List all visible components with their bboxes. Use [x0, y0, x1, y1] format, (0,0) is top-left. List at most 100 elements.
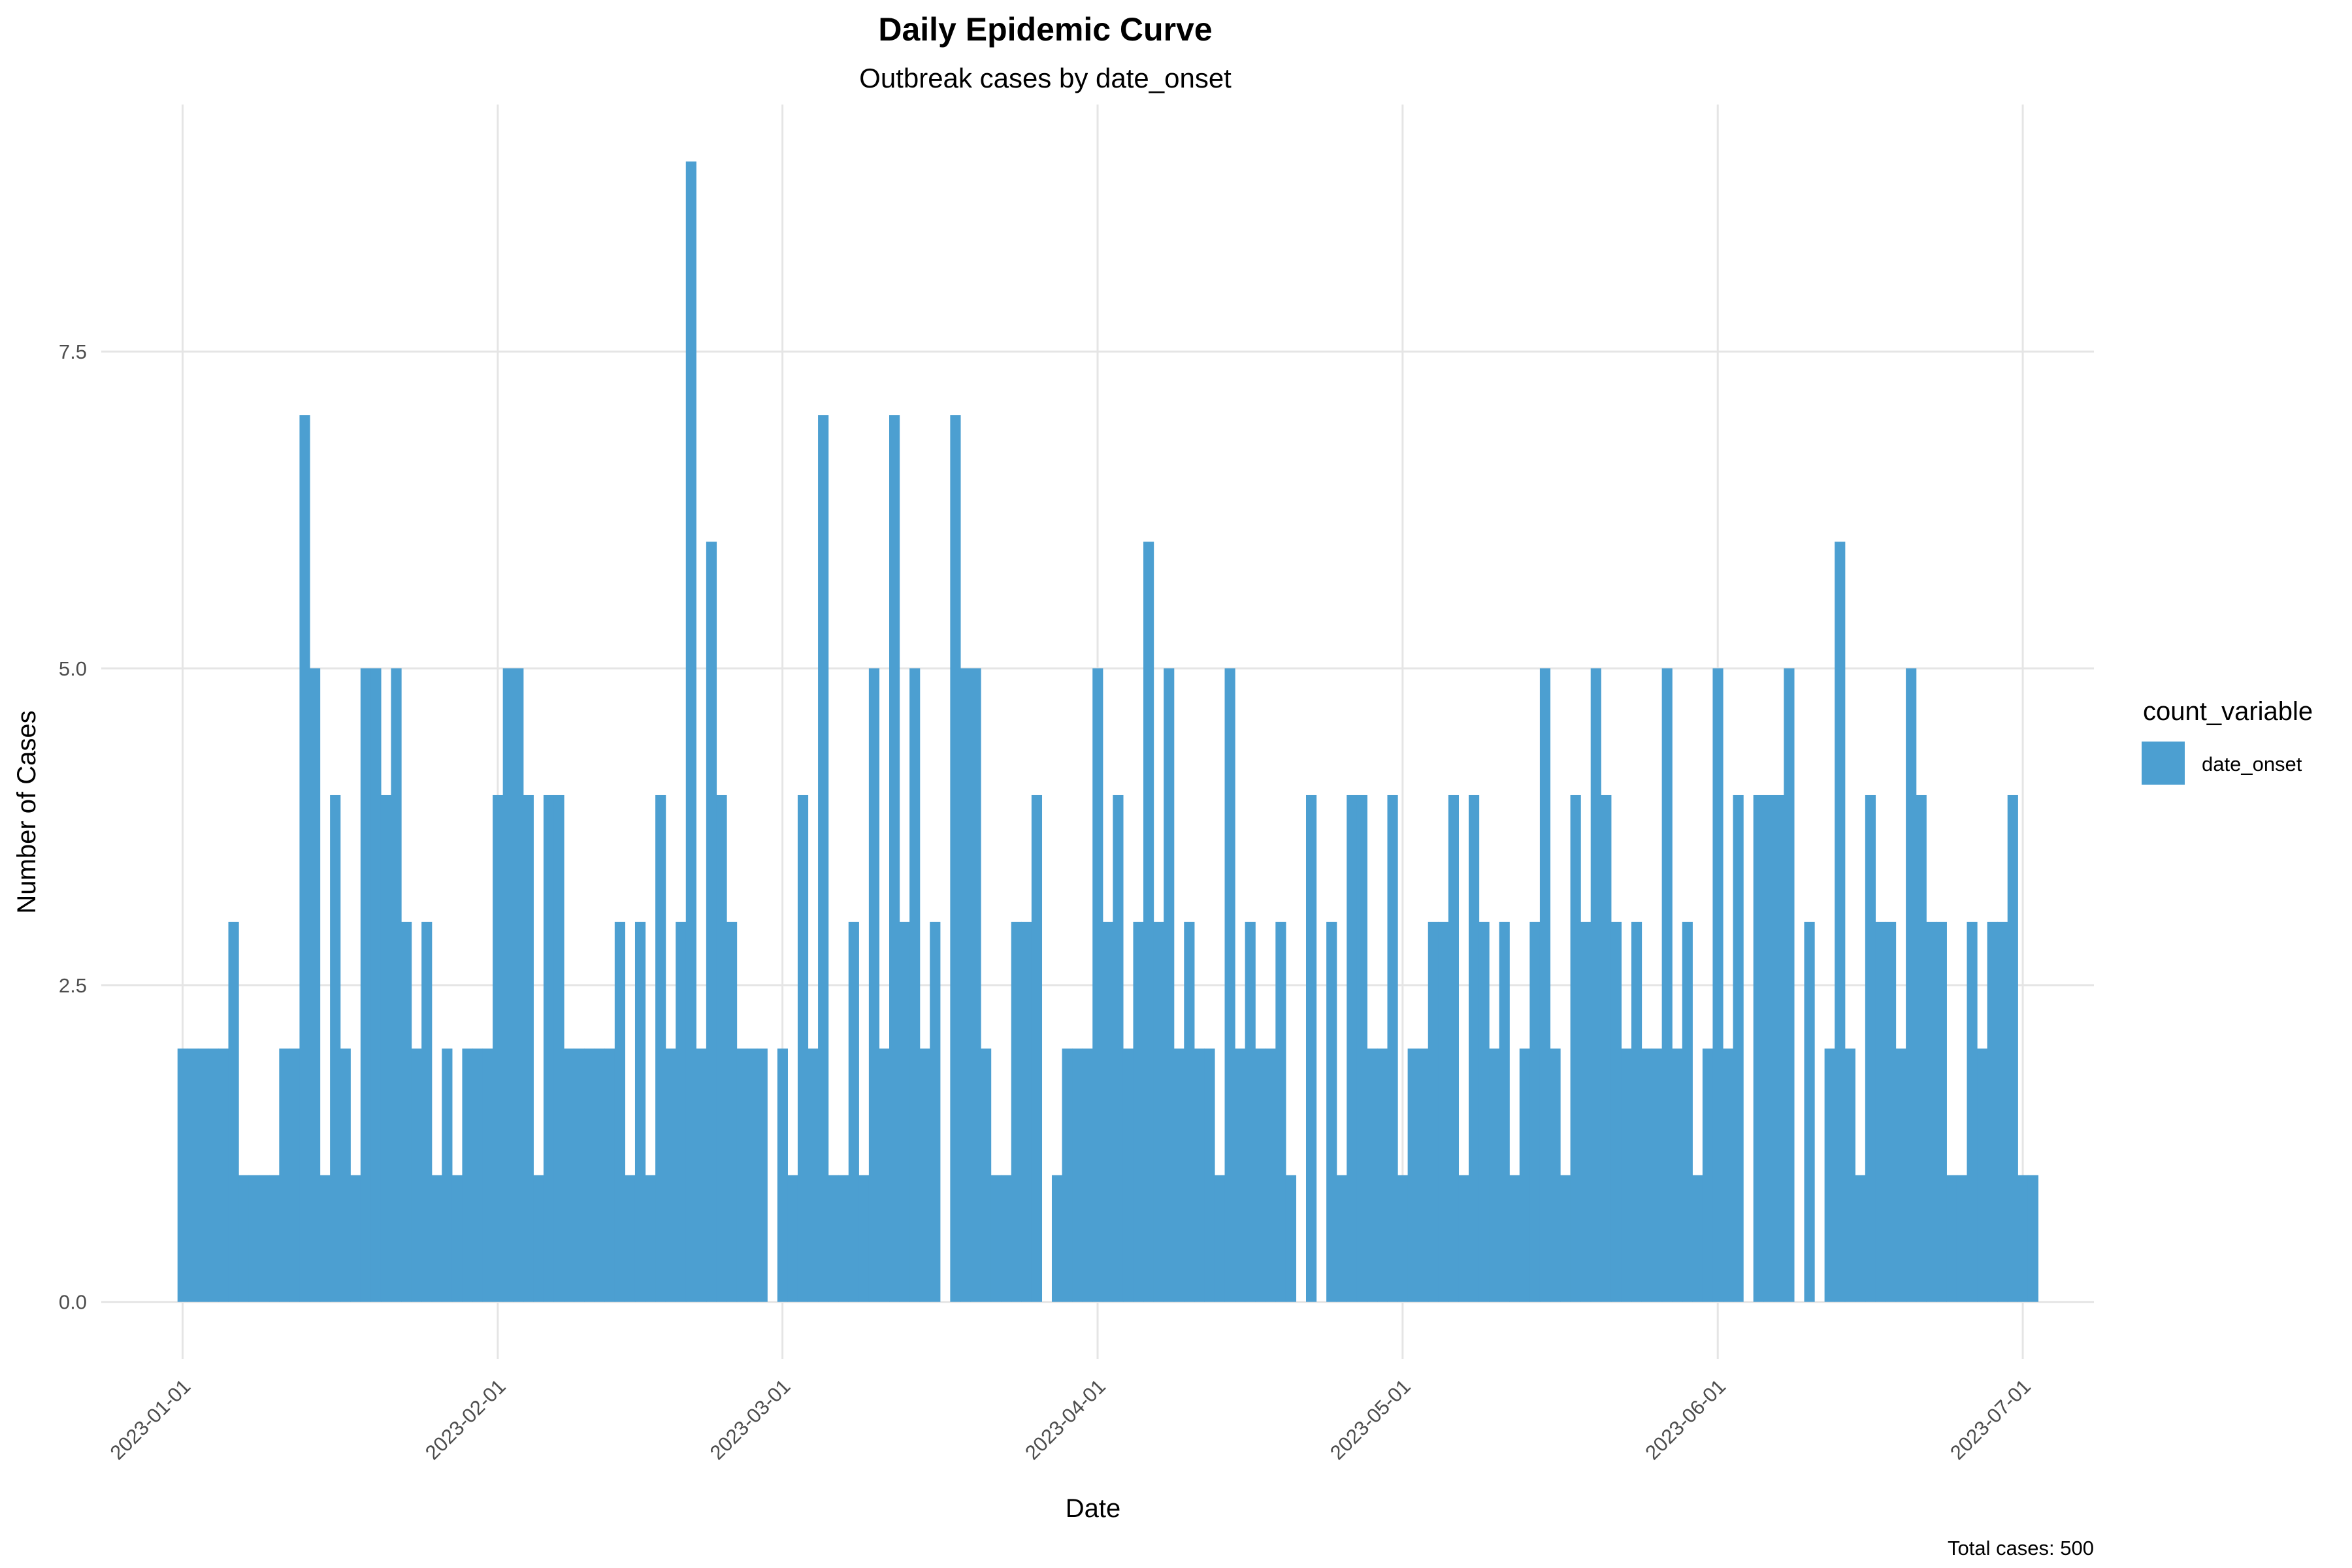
bar [1550, 1048, 1561, 1302]
bar [1418, 1048, 1429, 1302]
bar [1062, 1048, 1073, 1302]
bar [1682, 921, 1693, 1302]
bar [1326, 921, 1337, 1302]
bar [1610, 921, 1622, 1302]
legend-title: count_variable [2143, 697, 2313, 726]
bar [777, 1048, 788, 1302]
bar [1926, 921, 1937, 1302]
x-tick-label: 2023-04-01 [1021, 1375, 1110, 1464]
bar [1824, 1048, 1835, 1302]
x-tick-label: 2023-07-01 [1946, 1375, 2035, 1464]
bar [269, 1175, 280, 1302]
bar [1245, 921, 1256, 1302]
bar [727, 921, 738, 1302]
bar [858, 1175, 870, 1302]
bar [1265, 1048, 1276, 1302]
bar [1377, 1048, 1388, 1302]
total-cases-caption: Total cases: 500 [1948, 1537, 2094, 1560]
x-axis-title: Date [1066, 1494, 1121, 1523]
x-tick-labels: 2023-01-01 2023-02-01 2023-03-01 2023-04-01… [106, 1375, 2035, 1464]
bar [1275, 921, 1286, 1302]
bar [442, 1048, 453, 1302]
bar [1641, 1048, 1652, 1302]
bar [533, 1175, 544, 1302]
bar [1509, 1175, 1520, 1302]
bar [502, 668, 514, 1302]
bar [188, 1048, 199, 1302]
bar [574, 1048, 585, 1302]
bar [1306, 794, 1317, 1302]
y-tick-label: 7.5 [59, 340, 87, 363]
bar [614, 921, 626, 1302]
y-tick-label: 2.5 [59, 974, 87, 997]
bar [950, 415, 961, 1302]
bar [1082, 1048, 1093, 1302]
x-tick-label: 2023-03-01 [706, 1375, 795, 1464]
bar [594, 1048, 605, 1302]
bar [310, 668, 321, 1302]
bar [797, 794, 809, 1302]
x-tick-label: 2023-06-01 [1641, 1375, 1730, 1464]
bar [1784, 668, 1795, 1302]
bar [1051, 1175, 1063, 1302]
bar [218, 1048, 229, 1302]
bar [1844, 1048, 1855, 1302]
bar [1946, 1175, 1957, 1302]
bar [401, 921, 412, 1302]
bar [1347, 794, 1358, 1302]
bar [1621, 1048, 1632, 1302]
bar [1214, 1175, 1226, 1302]
x-tick-label: 2023-02-01 [421, 1375, 510, 1464]
bar [2017, 1175, 2029, 1302]
bar [289, 1048, 301, 1302]
bar [1580, 921, 1592, 1302]
bar [1539, 668, 1551, 1302]
bar [665, 1048, 676, 1302]
bar [1702, 1048, 1714, 1302]
x-tick-label: 2023-05-01 [1326, 1375, 1415, 1464]
bar [990, 1175, 1002, 1302]
bar [1031, 794, 1043, 1302]
bar [1173, 1048, 1184, 1302]
bar [960, 668, 972, 1302]
bar [634, 921, 646, 1302]
bar [1773, 794, 1784, 1302]
bar [299, 415, 310, 1302]
bar [1113, 794, 1124, 1302]
bar [696, 1048, 707, 1302]
bar [1448, 794, 1460, 1302]
bar [421, 921, 433, 1302]
bar [1164, 668, 1175, 1302]
bar [1021, 921, 1032, 1302]
bar [930, 921, 941, 1302]
bar [564, 1048, 575, 1302]
bar [1977, 1048, 1988, 1302]
bar [451, 1175, 463, 1302]
bar [2007, 794, 2018, 1302]
bar [828, 1175, 839, 1302]
bar [655, 794, 666, 1302]
bar [1204, 1048, 1215, 1302]
bar [1906, 668, 1917, 1302]
bar [879, 1048, 890, 1302]
bar [1499, 921, 1510, 1302]
bar [838, 1175, 849, 1302]
bar [1895, 1048, 1906, 1302]
y-tick-labels: 0.0 2.5 5.0 7.5 [59, 340, 87, 1314]
bar [1001, 1175, 1012, 1302]
bar [1661, 668, 1673, 1302]
bar [1468, 794, 1480, 1302]
bar [1916, 794, 1927, 1302]
bar [1763, 794, 1774, 1302]
bar [645, 1175, 656, 1302]
bar [1672, 1048, 1683, 1302]
bar [1438, 921, 1449, 1302]
bar [543, 794, 555, 1302]
bar [818, 415, 829, 1302]
legend-swatch-date-onset [2142, 742, 2185, 785]
bar [380, 794, 392, 1302]
bar [1072, 1048, 1083, 1302]
bar [736, 1048, 747, 1302]
bar [1631, 921, 1642, 1302]
